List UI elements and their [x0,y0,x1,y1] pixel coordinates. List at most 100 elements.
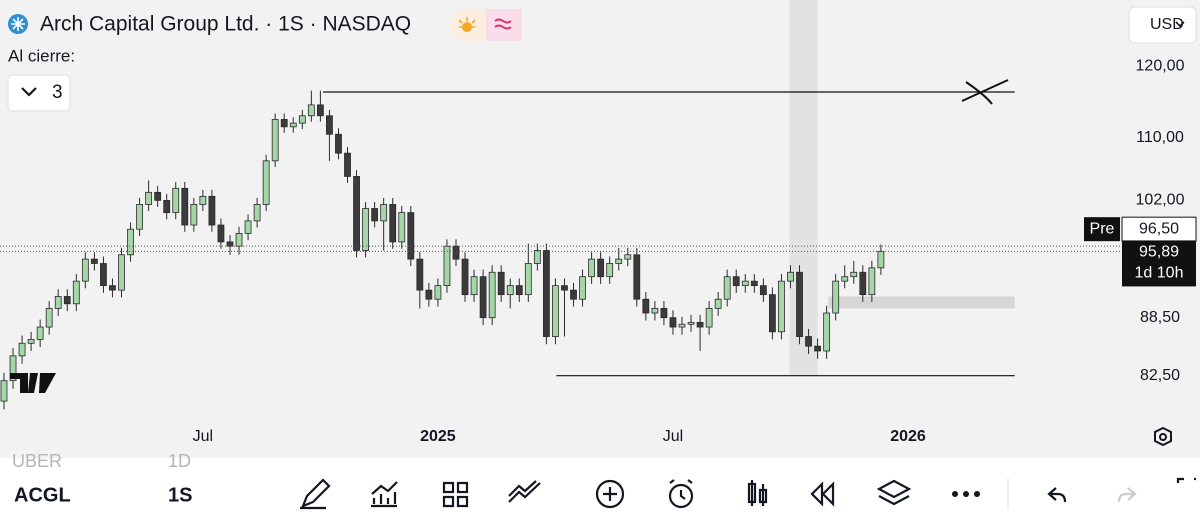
draw-tool[interactable] [300,478,331,510]
fullscreen[interactable] [1176,477,1196,483]
close-dropdown[interactable] [7,74,71,112]
candle-body [778,280,785,333]
candle-body [425,289,433,300]
alert[interactable] [668,483,694,509]
candle-body [479,276,487,319]
candle-body [506,285,514,296]
currency-chevron [1175,21,1185,28]
layers[interactable] [876,479,912,506]
y-tick-label: 110,00 [1136,129,1184,146]
candle-body [859,271,867,296]
candle-body [741,280,749,287]
undo[interactable] [1047,487,1067,503]
candle-body [316,104,324,117]
redo [1117,487,1137,503]
candle-body [561,285,568,291]
candle-body [253,204,261,222]
more-dot[interactable] [952,491,958,497]
candle-body [841,276,849,282]
candle-body [687,321,695,325]
candle-body [669,317,677,328]
candle-body [217,224,225,243]
candle-body [542,250,550,337]
x-tick-label: Jul [193,428,213,445]
candle-body [262,160,270,205]
watch-interval[interactable]: 1D [168,451,191,471]
candle-body [868,267,876,296]
candle-body [850,271,858,278]
add-plus [603,487,617,501]
candle-body [434,285,442,300]
candle-body [660,307,668,319]
candle-body [54,296,62,309]
drawing-cross [961,79,1009,105]
layouts[interactable] [442,481,469,508]
candle-body [443,245,451,287]
candle-body [389,204,397,243]
candle-body [877,250,885,269]
replay[interactable] [810,481,835,507]
candle-body [552,285,559,337]
candle-body [606,263,614,278]
candle-body [470,276,478,296]
candle-body [705,307,713,328]
indicators[interactable] [371,481,398,508]
pre-tag: Pre [1090,220,1115,237]
candle-body [298,115,306,124]
watch-symbol[interactable]: UBER [12,451,62,471]
add[interactable] [595,479,625,509]
candle-body [570,289,577,300]
candle-body [597,258,605,278]
currency-button[interactable] [1128,6,1197,44]
y-tick-label: 102,00 [1136,192,1185,209]
watch-interval[interactable]: 1S [168,484,192,506]
candle-body [18,342,26,357]
settings-icon[interactable] [1154,426,1172,447]
x-tick-label: 2025 [420,428,456,445]
candle-body [461,258,469,296]
candle-body [271,119,279,162]
candle-body [832,280,840,314]
candle-body [678,323,686,328]
candle-body [226,241,234,247]
candle-body [624,254,632,260]
y-tick-label: 120,00 [1136,57,1185,74]
drawings [323,0,1015,377]
plot [0,90,885,410]
chart-type[interactable] [747,480,768,506]
candle-body [172,187,180,214]
last-price-bg [1122,240,1196,287]
tv-logo [10,373,56,393]
last-price: 95,89 [1139,244,1179,261]
candle-body [353,176,360,251]
candle-body [289,122,297,128]
candle-body [805,336,812,347]
candle-body [81,258,89,282]
candle-body [199,195,207,205]
candle-body [723,276,731,300]
candle-body [588,258,595,278]
symbol-title[interactable]: Arch Capital Group Ltd. · 1S · NASDAQ [40,13,411,36]
pre-tag-bg [1084,217,1120,242]
candle-body [416,258,424,291]
candle-body [796,271,803,337]
candle-body [181,187,189,226]
settings-dot [1159,433,1167,441]
candle-body [823,312,831,352]
candle-body [45,307,53,328]
candle-body [452,245,460,260]
watch-symbol[interactable]: ACGL [14,484,71,506]
pre-price: 96,50 [1139,220,1179,237]
candle-body [814,345,822,352]
candle-body [714,298,722,309]
compare[interactable] [508,480,541,503]
candle-body [280,119,288,128]
candle-body [769,294,776,333]
x-tick-label: 2026 [890,428,926,445]
alert-hands [669,479,693,500]
x-tick-label: Jul [663,428,683,445]
close-count: 3 [52,82,63,103]
candle-body [615,258,623,264]
